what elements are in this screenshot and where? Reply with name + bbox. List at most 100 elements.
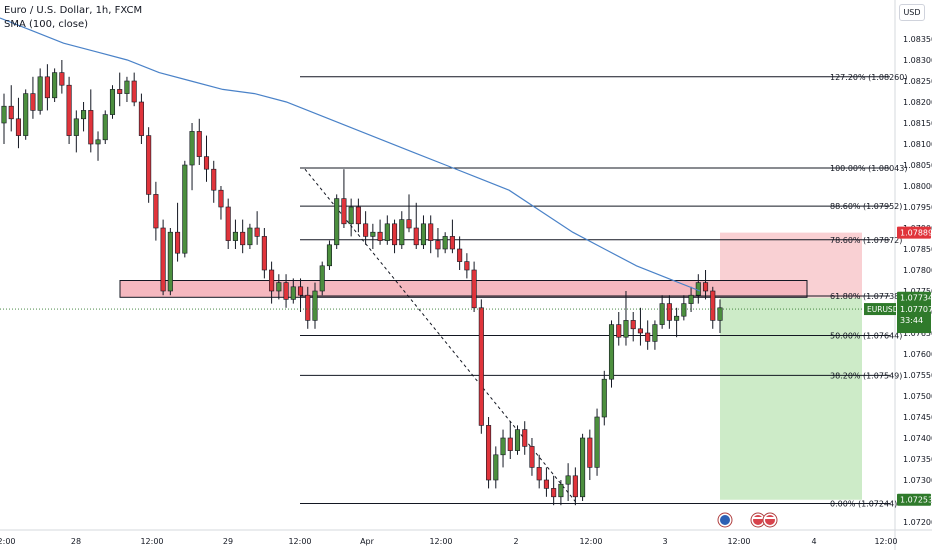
candle-body [493,454,499,481]
candle-body [630,320,636,330]
candle-body [23,93,29,136]
candle-body [428,223,434,241]
indicator-legend[interactable]: SMA (100, close) [4,19,88,30]
candle-body [240,231,246,246]
x-tick-label: 12:00 [579,537,602,546]
y-tick-label: 1.08050 [903,161,932,170]
candle-body [717,307,723,321]
y-tick-label: 1.08250 [903,77,932,86]
y-tick-label: 1.07400 [903,434,932,443]
candle-body [507,437,513,451]
candle-body [175,231,181,254]
candle-body [131,80,137,103]
candle-body [269,269,275,292]
x-tick-label: 12:00 [429,537,452,546]
candle-body [435,240,441,250]
candle-body [420,223,427,246]
y-tick-label: 1.07350 [903,455,932,464]
candle-body [160,227,166,292]
fib-level-label: 50.00% (1.07644) [830,332,902,341]
candle-body [565,475,571,485]
candle-body [117,89,123,94]
candle-body [30,93,36,111]
candle-body [37,76,43,111]
y-tick-label: 1.08150 [903,119,932,128]
candle-body [616,324,622,338]
y-tick-label: 1.07800 [903,266,932,275]
currency-button[interactable]: USD [899,4,925,21]
price-tag-label: 1.07889 [900,229,932,238]
y-tick-label: 1.08000 [903,182,932,191]
candle-body [196,131,202,157]
candle-body [88,110,94,145]
candle-body [695,282,701,296]
candle-body [500,437,506,456]
candle-body [261,236,267,271]
candle-body [522,429,528,447]
candle-body [688,294,694,304]
x-tick-label: 12:00 [727,537,750,546]
candle-body [290,286,296,300]
candle-body [558,483,564,498]
candle-body [392,223,398,246]
x-tick-label: 28 [71,537,81,546]
candle-body [710,290,716,321]
candle-body [529,446,535,468]
candle-body [189,131,195,166]
candle-body [594,416,600,468]
candle-body [659,303,665,325]
candle-body [102,114,108,141]
candle-body [637,328,643,334]
chart-title: Euro / U.S. Dollar, 1h, FXCM [4,5,143,16]
fib-level-label: 38.20% (1.07549) [830,371,902,380]
fib-level-label: 61.80% (1.07738) [830,292,902,301]
candle-body [674,315,680,321]
y-tick-label: 1.07750 [903,287,932,296]
candle-body [442,236,448,250]
candle-body [153,194,159,229]
candle-body [218,189,224,208]
candle-body [15,118,22,136]
candle-body [73,118,79,136]
candle-body [384,223,390,241]
us-flag-icon [762,512,778,528]
candle-body [146,135,152,195]
fib-level-label: 0.00% (1.07244) [830,500,897,509]
current-price-tag [897,303,931,334]
candle-body [52,72,58,99]
candle-body [254,227,260,237]
us-flag-icon [750,512,766,528]
candle-body [652,324,658,342]
candle-body [572,475,578,498]
y-tick-label: 1.07850 [903,245,932,254]
candle-body [232,231,238,241]
candle-body [44,76,50,99]
sma-line [0,17,701,292]
candle-body [138,101,144,136]
fib-level-label: 88.60% (1.07952) [830,202,902,211]
candle-body [486,425,492,481]
candle-body [1,105,7,124]
x-tick-label: 2 [513,537,518,546]
candle-body [478,307,484,426]
x-tick-label: 12:00 [874,537,897,546]
x-tick-label: 4 [811,537,816,546]
x-tick-label: 12:00 [0,537,16,546]
candle-body [283,282,289,300]
y-tick-label: 1.07300 [903,476,932,485]
candle-body [8,105,14,120]
candle-body [413,227,419,246]
candle-body [623,320,629,338]
x-tick-label: 12:00 [288,537,311,546]
candle-body [59,72,65,86]
candle-body [449,236,455,250]
candle-body [211,168,217,191]
candle-body [225,206,231,241]
candle-body [81,110,87,120]
y-tick-label: 1.08200 [903,98,932,107]
candle-body [543,479,549,489]
candle-body [297,286,304,296]
y-tick-label: 1.07550 [903,371,932,380]
